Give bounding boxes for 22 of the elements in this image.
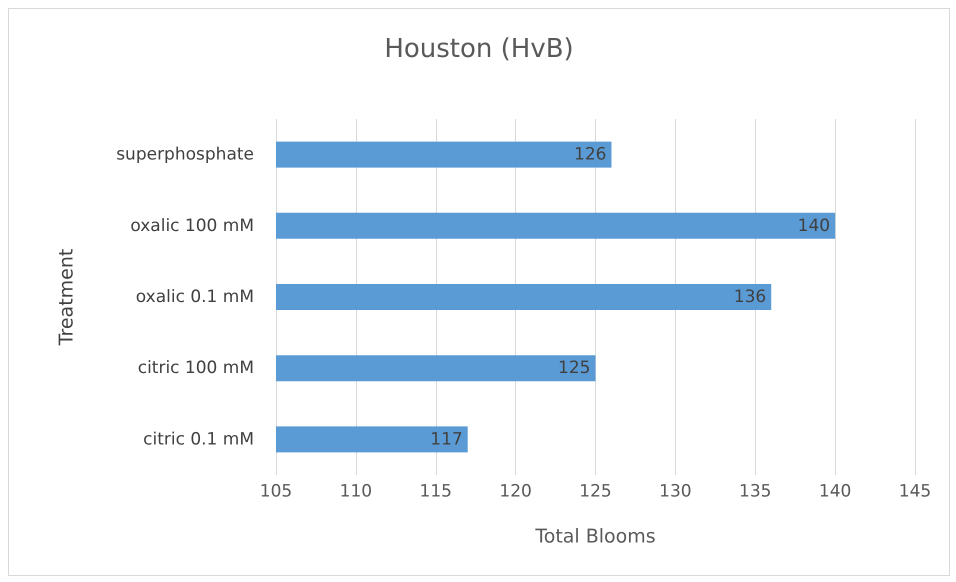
y-tick-label: citric 100 mM <box>138 358 254 378</box>
data-label: 140 <box>798 216 830 236</box>
x-tick-label: 135 <box>739 482 772 502</box>
x-tick-label: 130 <box>659 482 692 502</box>
y-axis-title: Treatment <box>56 248 78 346</box>
chart-title: Houston (HvB) <box>384 34 574 64</box>
x-axis-title: Total Blooms <box>534 526 656 548</box>
data-label: 125 <box>558 358 590 378</box>
x-tick-label: 145 <box>898 482 932 502</box>
data-label: 126 <box>574 144 606 165</box>
y-tick-label: oxalic 100 mM <box>130 216 254 236</box>
y-tick-label: citric 0.1 mM <box>143 429 254 450</box>
x-tick-label: 110 <box>340 482 372 502</box>
data-label: 136 <box>734 287 766 307</box>
x-tick-label: 115 <box>420 482 452 502</box>
x-tick-label: 125 <box>579 482 612 502</box>
x-tick-label: 105 <box>260 482 292 502</box>
y-tick-label: superphosphate <box>116 144 254 165</box>
x-tick-label: 120 <box>499 482 532 502</box>
x-tick-label: 140 <box>818 482 852 502</box>
y-tick-label: oxalic 0.1 mM <box>136 287 254 307</box>
data-label: 117 <box>430 429 463 450</box>
